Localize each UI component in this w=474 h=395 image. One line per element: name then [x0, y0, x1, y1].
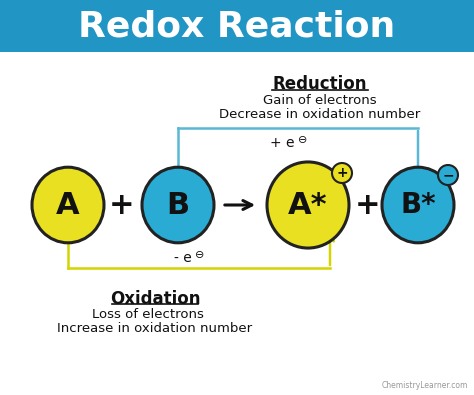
Text: ChemistryLearner.com: ChemistryLearner.com — [382, 381, 468, 390]
Text: +: + — [336, 166, 348, 180]
Text: −: − — [442, 168, 454, 182]
FancyBboxPatch shape — [0, 0, 474, 52]
Text: A*: A* — [288, 190, 328, 220]
Text: +: + — [109, 190, 135, 220]
Text: Decrease in oxidation number: Decrease in oxidation number — [219, 108, 420, 121]
Text: Redox Reaction: Redox Reaction — [78, 9, 396, 43]
Circle shape — [438, 165, 458, 185]
Text: ⊖: ⊖ — [298, 135, 307, 145]
Circle shape — [332, 163, 352, 183]
Text: B*: B* — [400, 191, 436, 219]
Text: B: B — [166, 190, 190, 220]
Ellipse shape — [32, 167, 104, 243]
Text: ⊖: ⊖ — [195, 250, 204, 260]
Text: A: A — [56, 190, 80, 220]
Ellipse shape — [142, 167, 214, 243]
Text: - e: - e — [174, 251, 192, 265]
Text: Loss of electrons: Loss of electrons — [92, 308, 204, 321]
Text: + e: + e — [271, 136, 295, 150]
Text: +: + — [355, 190, 381, 220]
Text: Oxidation: Oxidation — [110, 290, 200, 308]
Text: Reduction: Reduction — [273, 75, 367, 93]
Ellipse shape — [382, 167, 454, 243]
Ellipse shape — [267, 162, 349, 248]
Text: Increase in oxidation number: Increase in oxidation number — [57, 322, 253, 335]
Text: Gain of electrons: Gain of electrons — [263, 94, 377, 107]
